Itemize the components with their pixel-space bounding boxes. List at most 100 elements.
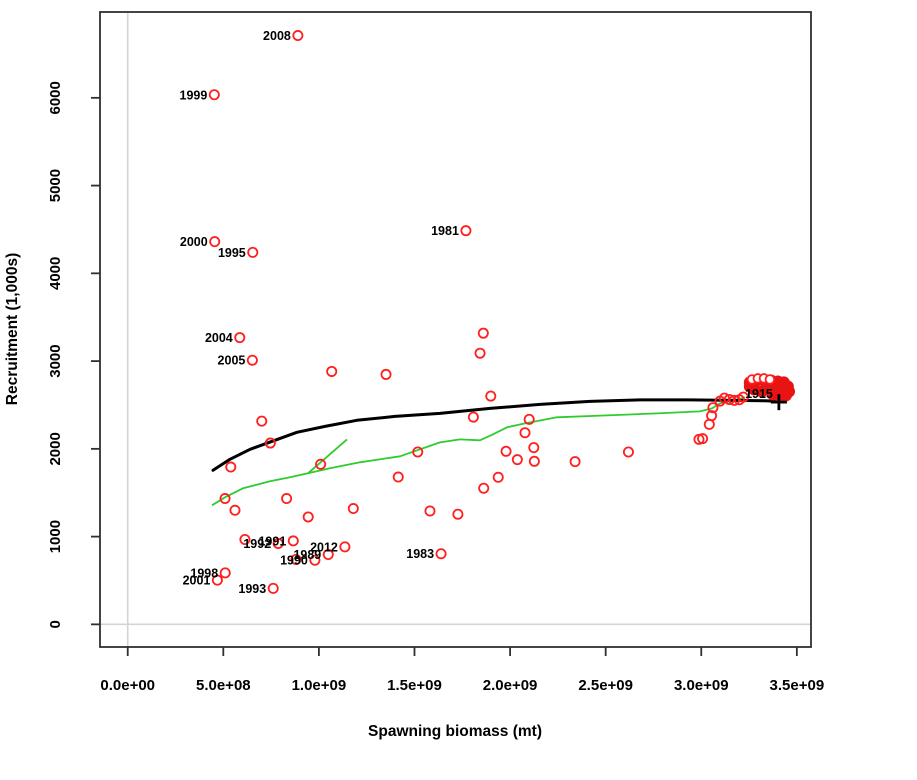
data-point (707, 402, 719, 414)
data-point (569, 456, 581, 468)
year-label: 1989 (293, 548, 321, 562)
x-tick-label: 1.5e+09 (387, 677, 442, 694)
data-point (339, 541, 351, 553)
data-point (281, 493, 293, 505)
data-point (229, 504, 241, 516)
x-tick-label: 3.0e+09 (674, 677, 729, 694)
data-point (492, 471, 504, 483)
expected-recruitment-branch (307, 438, 348, 474)
y-tick-label: 2000 (47, 432, 64, 465)
year-label: 1998 (190, 566, 218, 580)
data-point (326, 365, 338, 377)
data-point (485, 390, 497, 402)
data-point (523, 413, 535, 425)
year-label: 1999 (180, 88, 208, 102)
data-point (528, 455, 540, 467)
year-label: 1915 (745, 387, 773, 401)
data-point (347, 503, 359, 515)
data-point (272, 538, 284, 550)
data-point (322, 549, 334, 561)
data-point (697, 433, 709, 445)
year-label: 2004 (205, 331, 233, 345)
data-point (500, 445, 512, 457)
data-point (435, 548, 447, 560)
data-point (706, 410, 718, 422)
cluster-open-rings (746, 373, 776, 385)
data-point (287, 535, 299, 547)
data-point (239, 533, 251, 545)
data-point (392, 471, 404, 483)
axes: 0.0e+00 5.0e+08 1.0e+09 1.5e+09 2.0e+09 2.5e+… (47, 11, 825, 694)
x-tick-label: 2.5e+09 (578, 677, 633, 694)
y-tick-label: 4000 (47, 257, 64, 290)
year-label: 2000 (180, 235, 208, 249)
data-point (519, 427, 531, 439)
data-point (302, 511, 314, 523)
year-label: 2005 (218, 354, 246, 368)
data-point (246, 354, 258, 366)
year-label: 1990 (280, 554, 308, 568)
data-point (211, 574, 223, 586)
x-tick-label: 0.0e+00 (100, 677, 155, 694)
cluster-ring-point (764, 374, 776, 385)
x-tick-label: 5.0e+08 (196, 677, 251, 694)
data-point (309, 554, 321, 566)
year-label: 2008 (263, 29, 291, 43)
y-tick-label: 5000 (47, 169, 64, 202)
data-point (528, 442, 540, 454)
x-tick-label: 3.5e+09 (770, 677, 825, 694)
data-point (264, 437, 276, 449)
x-axis-title: Spawning biomass (mt) (368, 723, 542, 740)
stock-recruit-curve (211, 398, 781, 472)
year-label: 2001 (183, 574, 211, 588)
fit-curves (211, 396, 781, 507)
year-label: 1995 (218, 246, 246, 260)
data-point (511, 454, 523, 466)
data-point (622, 446, 634, 458)
data-point (292, 30, 304, 42)
y-axis-title: Recruitment (1,000s) (4, 253, 21, 405)
data-point (290, 554, 302, 566)
data-point (380, 368, 392, 380)
year-label: 2012 (310, 540, 338, 554)
year-label: 1983 (406, 547, 434, 561)
data-point (424, 505, 436, 517)
data-point (315, 458, 327, 470)
data-point (412, 446, 424, 458)
data-point (208, 89, 220, 101)
expected-recruitment-line (211, 396, 746, 507)
data-point (737, 391, 749, 403)
y-tick-label: 1000 (47, 520, 64, 553)
year-label: 1991 (258, 534, 286, 548)
data-point (267, 582, 279, 594)
data-point (467, 411, 479, 423)
data-point (460, 225, 472, 237)
data-point (234, 332, 246, 344)
data-point (247, 246, 259, 258)
year-label: 1981 (431, 224, 459, 238)
data-point (256, 415, 268, 427)
data-point (225, 461, 237, 473)
curve-end-marker (770, 394, 787, 411)
data-point (477, 327, 489, 339)
data-point (219, 567, 231, 579)
data-point (728, 394, 740, 406)
year-label: 1992 (243, 537, 271, 551)
plot-box (99, 11, 812, 648)
year-label: 1993 (238, 582, 266, 596)
data-point (703, 418, 715, 430)
y-tick-label: 6000 (47, 81, 64, 114)
y-tick-label: 0 (47, 620, 64, 628)
data-point (474, 347, 486, 359)
data-point (478, 482, 490, 494)
x-tick-label: 2.0e+09 (483, 677, 538, 694)
data-point (219, 493, 231, 505)
y-tick-label: 3000 (47, 344, 64, 377)
data-points (208, 30, 749, 594)
data-point (209, 236, 221, 248)
x-tick-label: 1.0e+09 (292, 677, 347, 694)
reference-lines (100, 12, 811, 647)
